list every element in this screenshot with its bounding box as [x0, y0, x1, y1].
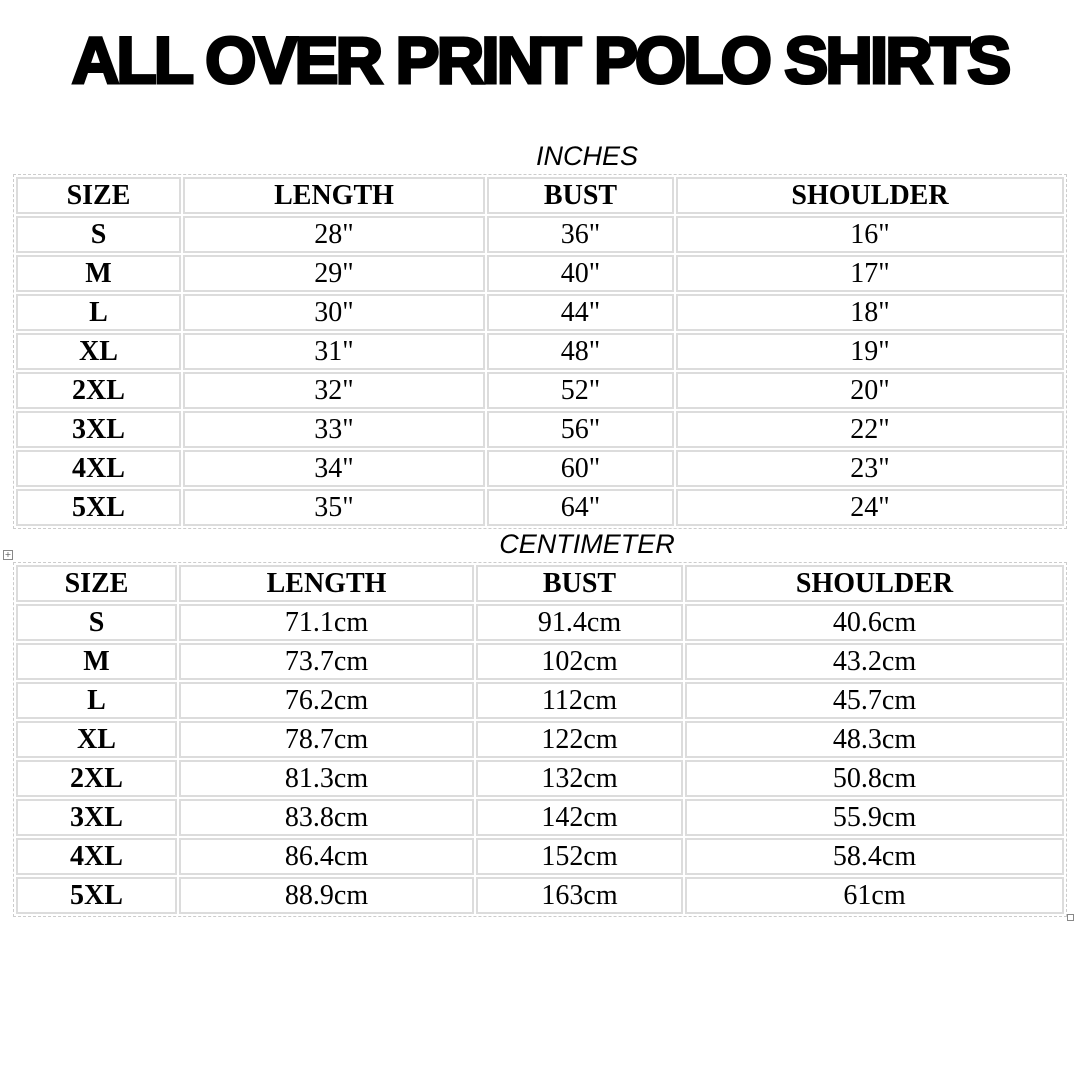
table-row: 5XL 35" 64" 24" — [16, 489, 1064, 526]
measurement-cell: 40.6cm — [685, 604, 1064, 641]
measurement-cell: 32" — [183, 372, 485, 409]
measurement-cell: 83.8cm — [179, 799, 474, 836]
size-cell: M — [16, 643, 177, 680]
measurement-cell: 16" — [676, 216, 1064, 253]
size-cell: S — [16, 216, 181, 253]
table-row: S 71.1cm 91.4cm 40.6cm — [16, 604, 1064, 641]
measurement-cell: 52" — [487, 372, 674, 409]
table-row: 4XL 86.4cm 152cm 58.4cm — [16, 838, 1064, 875]
table-row: L 76.2cm 112cm 45.7cm — [16, 682, 1064, 719]
measurement-cell: 56" — [487, 411, 674, 448]
measurement-cell: 35" — [183, 489, 485, 526]
inches-size-table: SIZE LENGTH BUST SHOULDER S 28" 36" 16" M 29" 40" 1… — [13, 174, 1067, 529]
column-header: BUST — [487, 177, 674, 214]
size-cell: L — [16, 294, 181, 331]
measurement-cell: 44" — [487, 294, 674, 331]
table-row: M 29" 40" 17" — [16, 255, 1064, 292]
centimeter-label: CENTIMETER — [499, 529, 675, 559]
table-row: 3XL 83.8cm 142cm 55.9cm — [16, 799, 1064, 836]
measurement-cell: 122cm — [476, 721, 683, 758]
measurement-cell: 19" — [676, 333, 1064, 370]
measurement-cell: 55.9cm — [685, 799, 1064, 836]
size-cell: 5XL — [16, 877, 177, 914]
table-row: L 30" 44" 18" — [16, 294, 1064, 331]
measurement-cell: 71.1cm — [179, 604, 474, 641]
measurement-cell: 78.7cm — [179, 721, 474, 758]
measurement-cell: 86.4cm — [179, 838, 474, 875]
measurement-cell: 43.2cm — [685, 643, 1064, 680]
measurement-cell: 64" — [487, 489, 674, 526]
table-row: 2XL 81.3cm 132cm 50.8cm — [16, 760, 1064, 797]
header-row: SIZE LENGTH BUST SHOULDER — [16, 177, 1064, 214]
measurement-cell: 29" — [183, 255, 485, 292]
page-title: ALL OVER PRINT POLO SHIRTS — [0, 14, 1080, 106]
title-text: ALL OVER PRINT POLO SHIRTS — [70, 22, 1013, 99]
measurement-cell: 33" — [183, 411, 485, 448]
measurement-cell: 34" — [183, 450, 485, 487]
column-header: BUST — [476, 565, 683, 602]
measurement-cell: 91.4cm — [476, 604, 683, 641]
size-cell: XL — [16, 721, 177, 758]
measurement-cell: 45.7cm — [685, 682, 1064, 719]
measurement-cell: 112cm — [476, 682, 683, 719]
measurement-cell: 24" — [676, 489, 1064, 526]
measurement-cell: 76.2cm — [179, 682, 474, 719]
table-resize-handle[interactable] — [1067, 914, 1074, 921]
size-cell: L — [16, 682, 177, 719]
measurement-cell: 132cm — [476, 760, 683, 797]
table-move-handle-icon[interactable]: + — [3, 550, 13, 560]
table-row: M 73.7cm 102cm 43.2cm — [16, 643, 1064, 680]
size-cell: S — [16, 604, 177, 641]
centimeter-size-table: SIZE LENGTH BUST SHOULDER S 71.1cm 91.4cm 40.6c… — [13, 562, 1067, 917]
measurement-cell: 17" — [676, 255, 1064, 292]
measurement-cell: 22" — [676, 411, 1064, 448]
measurement-cell: 61cm — [685, 877, 1064, 914]
column-header: SHOULDER — [676, 177, 1064, 214]
size-cell: M — [16, 255, 181, 292]
table-row: 3XL 33" 56" 22" — [16, 411, 1064, 448]
measurement-cell: 73.7cm — [179, 643, 474, 680]
measurement-cell: 28" — [183, 216, 485, 253]
inches-label: INCHES — [535, 141, 638, 171]
size-cell: 2XL — [16, 372, 181, 409]
measurement-cell: 152cm — [476, 838, 683, 875]
measurement-cell: 40" — [487, 255, 674, 292]
measurement-cell: 58.4cm — [685, 838, 1064, 875]
table-row: XL 31" 48" 19" — [16, 333, 1064, 370]
measurement-cell: 48" — [487, 333, 674, 370]
measurement-cell: 50.8cm — [685, 760, 1064, 797]
size-cell: 3XL — [16, 411, 181, 448]
measurement-cell: 163cm — [476, 877, 683, 914]
size-cell: 4XL — [16, 838, 177, 875]
table-row: 4XL 34" 60" 23" — [16, 450, 1064, 487]
table-row: 5XL 88.9cm 163cm 61cm — [16, 877, 1064, 914]
column-header: SIZE — [16, 177, 181, 214]
header-row: SIZE LENGTH BUST SHOULDER — [16, 565, 1064, 602]
measurement-cell: 48.3cm — [685, 721, 1064, 758]
table-row: 2XL 32" 52" 20" — [16, 372, 1064, 409]
measurement-cell: 18" — [676, 294, 1064, 331]
measurement-cell: 60" — [487, 450, 674, 487]
measurement-cell: 36" — [487, 216, 674, 253]
column-header: SIZE — [16, 565, 177, 602]
size-cell: 5XL — [16, 489, 181, 526]
measurement-cell: 31" — [183, 333, 485, 370]
size-cell: 4XL — [16, 450, 181, 487]
table-row: XL 78.7cm 122cm 48.3cm — [16, 721, 1064, 758]
column-header: SHOULDER — [685, 565, 1064, 602]
size-cell: 3XL — [16, 799, 177, 836]
table-row: S 28" 36" 16" — [16, 216, 1064, 253]
measurement-cell: 102cm — [476, 643, 683, 680]
measurement-cell: 30" — [183, 294, 485, 331]
column-header: LENGTH — [183, 177, 485, 214]
measurement-cell: 20" — [676, 372, 1064, 409]
measurement-cell: 142cm — [476, 799, 683, 836]
size-cell: XL — [16, 333, 181, 370]
column-header: LENGTH — [179, 565, 474, 602]
size-cell: 2XL — [16, 760, 177, 797]
measurement-cell: 88.9cm — [179, 877, 474, 914]
measurement-cell: 81.3cm — [179, 760, 474, 797]
measurement-cell: 23" — [676, 450, 1064, 487]
